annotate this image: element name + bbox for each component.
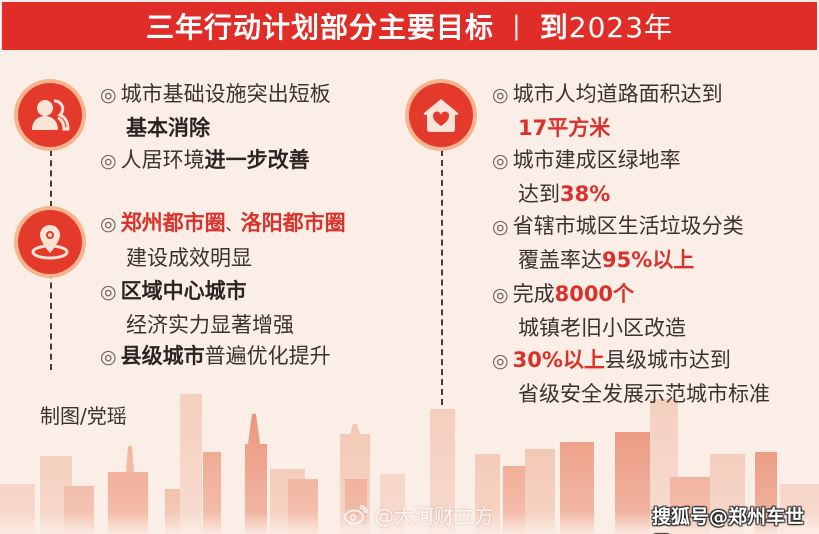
bullet-icon: ◎ xyxy=(100,281,117,303)
bullet-icon: ◎ xyxy=(100,213,117,235)
goal-metropolitan-areas: ◎ 郑州都市圈、洛阳都市圈 建设成效明显 xyxy=(100,207,346,275)
house-heart-icon-badge xyxy=(409,83,473,147)
goal-text: 普遍优化提升 xyxy=(204,344,331,368)
title-year: 到2023年 xyxy=(540,6,673,46)
goal-highlight: 进一步改善 xyxy=(204,148,310,172)
goal-text: 城市建成区绿地率 xyxy=(512,148,681,172)
people-icon-badge xyxy=(18,83,82,147)
goal-safety-demonstration: ◎ 30%以上县级城市达到 省级安全发展示范城市标准 xyxy=(492,344,770,411)
weibo-icon xyxy=(344,504,368,524)
title-banner: 三年行动计划部分主要目标 | 到2023年 xyxy=(2,2,817,50)
goal-separator: 、 xyxy=(225,216,241,234)
goal-value: 38% xyxy=(560,182,611,206)
bullet-icon: ◎ xyxy=(100,84,117,106)
goal-text: 完成 xyxy=(512,282,555,306)
goal-value: 95%以上 xyxy=(602,248,695,272)
right-timeline-line xyxy=(441,150,443,405)
goal-text: 省级安全发展示范城市标准 xyxy=(518,382,770,406)
goal-text: 人居环境 xyxy=(120,148,205,172)
goal-highlight: 基本消除 xyxy=(126,116,210,140)
bullet-icon: ◎ xyxy=(100,150,117,172)
goal-text: 覆盖率达 xyxy=(518,248,602,272)
goal-text: 城镇老旧小区改造 xyxy=(518,316,686,340)
goal-county-cities: ◎ 县级城市普遍优化提升 xyxy=(100,340,331,374)
goal-green-rate: ◎ 城市建成区绿地率 达到38% xyxy=(492,144,681,211)
goal-infrastructure: ◎ 城市基础设施突出短板 基本消除 xyxy=(100,78,331,145)
goal-text: 省辖市城区生活垃圾分类 xyxy=(512,214,744,238)
location-pin-icon xyxy=(31,225,69,260)
house-heart-icon xyxy=(423,99,459,132)
goal-highlight: 洛阳都市圈 xyxy=(240,211,346,235)
weibo-watermark: @大河财立方 xyxy=(344,500,494,529)
bullet-icon: ◎ xyxy=(492,216,509,238)
goal-living-environment: ◎ 人居环境进一步改善 xyxy=(100,144,310,178)
goal-highlight: 区域中心城市 xyxy=(120,279,247,303)
goal-value: 17平方米 xyxy=(518,116,611,140)
goal-text: 县级城市达到 xyxy=(604,348,731,372)
city-skyline-illustration xyxy=(0,384,819,534)
goal-garbage-sorting: ◎ 省辖市城区生活垃圾分类 覆盖率达95%以上 xyxy=(492,210,744,277)
goal-value: 30%以上 xyxy=(512,348,605,372)
goal-text: 城市基础设施突出短板 xyxy=(120,82,331,106)
sohu-watermark: 搜狐号@郑州车世界 xyxy=(652,506,805,534)
graphic-credit: 制图/党瑶 xyxy=(40,404,127,428)
bullet-icon: ◎ xyxy=(492,350,509,372)
goal-text: 建设成效明显 xyxy=(126,246,252,270)
bullet-icon: ◎ xyxy=(492,284,509,306)
goal-text: 经济实力显著增强 xyxy=(126,313,294,337)
goal-value: 8000个 xyxy=(554,282,635,306)
location-pin-icon-badge xyxy=(18,210,82,274)
title-year-value: 2023年 xyxy=(568,11,674,44)
goal-regional-centers: ◎ 区域中心城市 经济实力显著增强 xyxy=(100,275,294,342)
bullet-icon: ◎ xyxy=(492,84,509,106)
goal-highlight: 郑州都市圈 xyxy=(120,211,226,235)
bullet-icon: ◎ xyxy=(492,150,509,172)
bullet-icon: ◎ xyxy=(100,346,117,368)
title-year-prefix: 到 xyxy=(539,11,569,44)
goal-road-area: ◎ 城市人均道路面积达到 17平方米 xyxy=(492,78,723,145)
goal-text: 城市人均道路面积达到 xyxy=(512,82,723,106)
weibo-handle: @大河财立方 xyxy=(374,504,494,528)
title-main: 三年行动计划部分主要目标 xyxy=(145,11,494,44)
title-separator: | xyxy=(511,11,522,41)
goal-old-community-renovation: ◎ 完成8000个 城镇老旧小区改造 xyxy=(492,278,686,345)
people-icon xyxy=(32,99,70,131)
goal-highlight: 县级城市 xyxy=(120,344,205,368)
goal-text: 达到 xyxy=(518,182,560,206)
